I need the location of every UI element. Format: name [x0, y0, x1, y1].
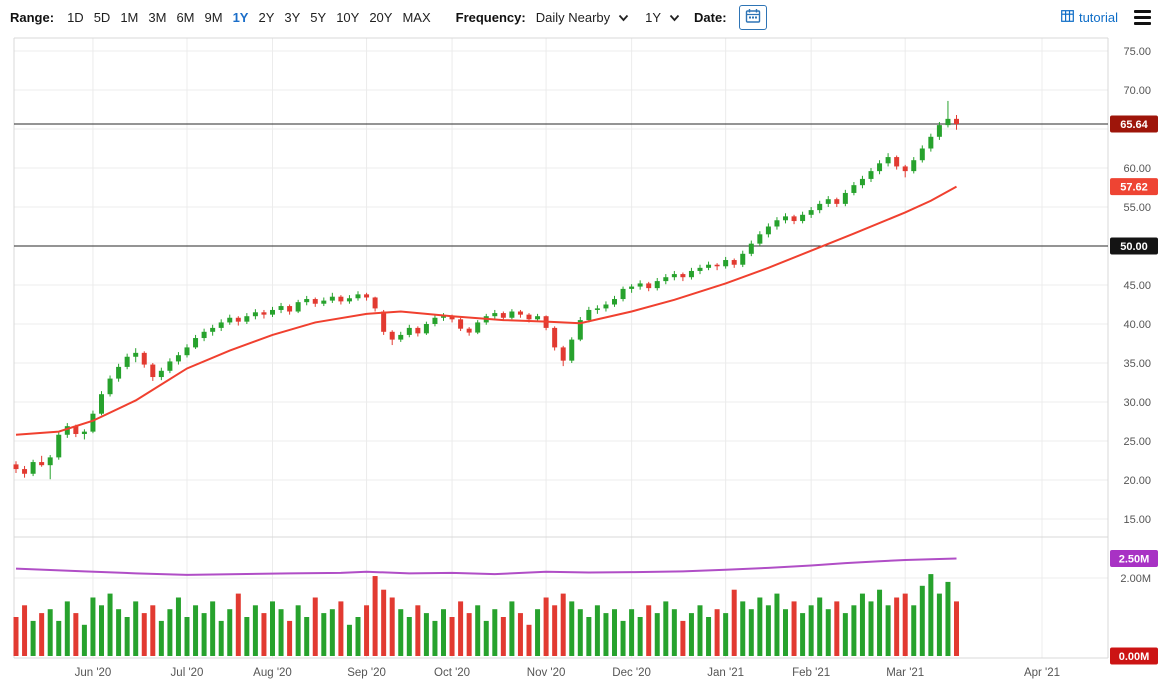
date-picker-button[interactable]: [738, 4, 767, 30]
svg-text:2.50M: 2.50M: [1119, 554, 1150, 566]
volume-bars: [13, 574, 959, 656]
svg-text:55.00: 55.00: [1123, 202, 1151, 214]
frequency-label: Frequency:: [455, 9, 526, 25]
range-option-6M[interactable]: 6M: [176, 9, 195, 25]
range-option-10Y[interactable]: 10Y: [336, 9, 360, 25]
axis-labels: 75.00 70.00 60.00 55.00 45.00 40.00 35.00 30.00…: [75, 46, 1151, 679]
svg-text:Mar '21: Mar '21: [886, 667, 924, 679]
svg-text:45.00: 45.00: [1123, 280, 1151, 292]
value-badges: 65.64 57.62 50.00 2.50M 0.00M: [1110, 115, 1158, 665]
range-option-5D[interactable]: 5D: [93, 9, 111, 25]
toolbar-right-group: tutorial: [1061, 7, 1153, 28]
svg-text:Dec '20: Dec '20: [612, 667, 651, 679]
menu-icon[interactable]: [1132, 7, 1153, 28]
svg-text:Apr '21: Apr '21: [1024, 667, 1060, 679]
period-value: 1Y: [645, 9, 662, 25]
svg-text:57.62: 57.62: [1120, 182, 1148, 194]
calendar-icon: [745, 8, 761, 27]
range-option-2Y[interactable]: 2Y: [258, 9, 275, 25]
range-options: 1D 5D 1M 3M 6M 9M 1Y 2Y 3Y 5Y 10Y 20Y MAX: [62, 10, 436, 25]
svg-text:2.00M: 2.00M: [1120, 573, 1151, 585]
tutorial-link[interactable]: tutorial: [1061, 10, 1118, 25]
chevron-down-icon: [669, 10, 680, 25]
svg-text:60.00: 60.00: [1123, 163, 1151, 175]
svg-text:Oct '20: Oct '20: [434, 667, 470, 679]
svg-text:Jan '21: Jan '21: [707, 667, 744, 679]
svg-text:50.00: 50.00: [1120, 241, 1148, 253]
svg-text:65.64: 65.64: [1120, 119, 1148, 131]
svg-text:15.00: 15.00: [1123, 514, 1151, 526]
range-option-9M[interactable]: 9M: [204, 9, 223, 25]
range-option-1Y[interactable]: 1Y: [232, 9, 249, 25]
range-option-1M[interactable]: 1M: [120, 9, 139, 25]
svg-text:Nov '20: Nov '20: [527, 667, 566, 679]
svg-text:75.00: 75.00: [1123, 46, 1151, 58]
svg-text:40.00: 40.00: [1123, 319, 1151, 331]
range-option-3Y[interactable]: 3Y: [284, 9, 301, 25]
range-option-20Y[interactable]: 20Y: [369, 9, 393, 25]
range-option-5Y[interactable]: 5Y: [310, 9, 327, 25]
range-option-MAX[interactable]: MAX: [402, 9, 431, 25]
svg-text:Aug '20: Aug '20: [253, 667, 292, 679]
horizontal-lines: [14, 123, 1108, 247]
date-label: Date:: [694, 9, 727, 25]
svg-text:35.00: 35.00: [1123, 358, 1151, 370]
period-dropdown[interactable]: 1Y: [645, 10, 680, 25]
chart-frame: [13, 37, 1109, 659]
frequency-dropdown[interactable]: Daily Nearby: [536, 10, 629, 25]
range-label: Range:: [10, 9, 55, 25]
moving-average-line: [15, 185, 957, 436]
svg-text:20.00: 20.00: [1123, 475, 1151, 487]
svg-text:0.00M: 0.00M: [1119, 651, 1150, 663]
frequency-value: Daily Nearby: [535, 9, 611, 25]
tutorial-label: tutorial: [1078, 9, 1118, 25]
toolbar: Range: 1D 5D 1M 3M 6M 9M 1Y 2Y 3Y 5Y 10Y 20Y MAX Fre…: [0, 0, 1163, 34]
svg-text:Sep '20: Sep '20: [347, 667, 386, 679]
open-interest-line: [15, 557, 957, 576]
range-option-3M[interactable]: 3M: [148, 9, 167, 25]
grid-icon: [1061, 9, 1074, 25]
svg-text:25.00: 25.00: [1123, 436, 1151, 448]
chevron-down-icon: [618, 10, 629, 25]
candlesticks: [13, 100, 959, 480]
svg-text:30.00: 30.00: [1123, 397, 1151, 409]
svg-text:Jul '20: Jul '20: [171, 667, 204, 679]
range-option-1D[interactable]: 1D: [67, 9, 84, 25]
svg-text:70.00: 70.00: [1123, 85, 1151, 97]
svg-text:Jun '20: Jun '20: [75, 667, 112, 679]
svg-text:Feb '21: Feb '21: [792, 667, 830, 679]
